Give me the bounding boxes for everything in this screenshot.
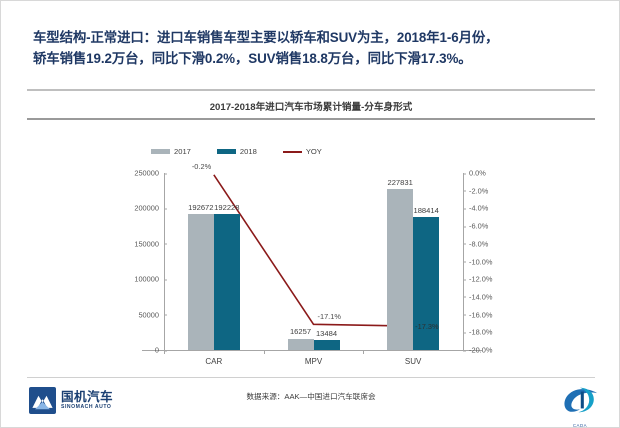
y-axis-left-tick: 100000	[134, 275, 167, 284]
x-axis-label: SUV	[404, 357, 422, 366]
x-axis-tick	[263, 350, 265, 354]
sinomach-logo-en: SINOMACH AUTO	[61, 404, 112, 410]
y-axis-right-tick: -2.0%	[463, 186, 488, 195]
y-axis-left-line	[164, 173, 165, 351]
y-axis-right-tick: -20.0%	[463, 346, 492, 355]
footer-divider	[27, 377, 595, 378]
bar-2018	[313, 340, 340, 350]
plot-area: 0 50000 100000 150000 200000 250000 0.0% -2.0% -…	[134, 162, 492, 366]
bar-label-2017: 227831	[387, 177, 413, 187]
x-axis-tick	[363, 350, 365, 354]
sinomach-logo: 国机汽车 SINOMACH AUTO	[29, 387, 113, 414]
y-axis-right-tick: -4.0%	[463, 204, 488, 213]
header-text: 车型结构-正常进口：进口车销售车型主要以轿车和SUV为主，2018年1-6月份，…	[33, 27, 591, 69]
header-divider	[27, 89, 595, 91]
legend-label-2018: 2018	[239, 147, 257, 156]
sinomach-emblem-icon	[29, 387, 56, 414]
legend-swatch-2017	[151, 149, 170, 154]
yoy-polyline	[213, 174, 414, 327]
x-axis-tick	[164, 350, 165, 354]
y-axis-left-tick: 50000	[138, 310, 167, 319]
bar-2018	[413, 216, 440, 350]
yoy-data-label: -17.3%	[415, 322, 439, 332]
y-axis-left-tick: 250000	[134, 169, 167, 178]
chart-title: 2017-2018年进口汽车市场累计销量-分车身形式	[209, 102, 413, 113]
bar-label-2018: 13484	[315, 329, 338, 339]
bar-2017	[387, 188, 414, 350]
yoy-line-series	[213, 174, 414, 327]
x-axis-label: CAR	[205, 357, 223, 366]
y-axis-right-tick: 0.0%	[463, 169, 486, 178]
sinomach-logo-cn: 国机汽车	[61, 390, 113, 404]
bar-2017	[187, 213, 214, 350]
header-line-1: 车型结构-正常进口：进口车销售车型主要以轿车和SUV为主，2018年1-6月份，	[33, 30, 499, 45]
bar-label-2017: 192672	[188, 202, 214, 212]
y-axis-right-tick: -6.0%	[463, 222, 488, 231]
y-axis-right-tick: -14.0%	[463, 292, 492, 301]
y-axis-right-tick: -12.0%	[463, 275, 492, 284]
yoy-data-label: -17.1%	[317, 312, 341, 322]
cada-logo: CADA	[557, 383, 603, 428]
y-axis-right-tick: -16.0%	[463, 310, 492, 319]
x-axis-label: MPV	[304, 357, 323, 366]
legend-item-2018: 2018	[216, 147, 257, 156]
chart-legend: 2017 2018 YOY	[151, 147, 322, 156]
x-axis-line	[142, 350, 482, 351]
y-axis-right-tick: -8.0%	[463, 239, 488, 248]
y-axis-left-tick: 0	[155, 346, 168, 355]
legend-item-2017: 2017	[151, 147, 191, 156]
legend-label-yoy: YOY	[305, 147, 322, 156]
cada-emblem-icon	[564, 387, 597, 413]
bar-label-2018: 188414	[413, 205, 439, 215]
bar-label-2017: 16257	[289, 327, 312, 337]
legend-swatch-yoy	[282, 150, 302, 153]
y-axis-left-tick: 150000	[134, 239, 167, 248]
legend-label-2017: 2017	[174, 147, 191, 156]
bar-label-2018: 192228	[214, 202, 240, 212]
legend-swatch-2018	[216, 149, 236, 154]
header-line-2: 轿车销售19.2万台，同比下滑0.2%，SUV销售18.8万台，同比下滑17.3…	[33, 51, 472, 66]
y-axis-right-tick: -18.0%	[463, 328, 492, 337]
bar-2017	[287, 338, 314, 350]
sinomach-logo-text: 国机汽车 SINOMACH AUTO	[61, 390, 113, 411]
y-axis-right-tick: -10.0%	[463, 257, 492, 266]
bar-2018	[213, 213, 240, 350]
cada-logo-text: CADA	[572, 423, 588, 428]
data-source-note: 数据来源：AAK—中国进口汽车联席会	[246, 392, 376, 401]
y-axis-left-tick: 200000	[134, 204, 167, 213]
legend-item-yoy: YOY	[282, 147, 322, 156]
yoy-data-label: -0.2%	[191, 161, 212, 171]
chart-title-divider	[27, 118, 595, 120]
